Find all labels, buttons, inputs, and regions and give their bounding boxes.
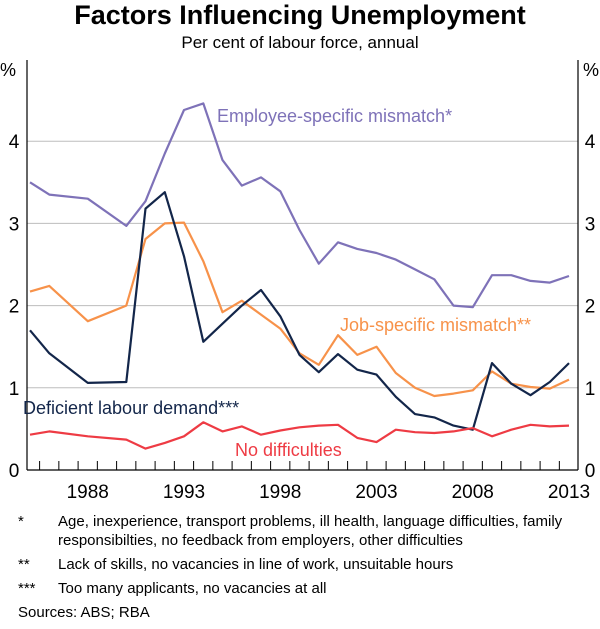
y-tick-label-right: 3 <box>585 214 596 235</box>
y-tick-label-right: 2 <box>585 297 596 318</box>
series-line-job-specific-mismatch <box>29 221 570 398</box>
y-tick-label-right: 4 <box>585 132 596 153</box>
chart-subtitle: Per cent of labour force, annual <box>181 33 419 52</box>
footnote-mark: ** <box>18 556 30 573</box>
series-label: Job-specific mismatch** <box>340 315 531 335</box>
y-tick-label-right: 0 <box>585 461 596 482</box>
y-tick-label-right: 1 <box>585 379 596 400</box>
series-line-no-difficulties <box>29 421 570 450</box>
y-tick-label-left: 3 <box>9 214 20 235</box>
x-tick-label: 1998 <box>259 482 301 503</box>
x-tick-label: 1993 <box>163 482 205 503</box>
footnote-text: Too many applicants, no vacancies at all <box>58 580 327 597</box>
x-tick-label: 2013 <box>548 482 590 503</box>
footnote: * Age, inexperience, transport problems, … <box>18 512 600 550</box>
line-chart: 0 0 1 1 2 2 3 3 4 4% % 1988 1993 1998 2003 2008 2013 Empl… <box>0 60 599 503</box>
y-tick-label-left: 1 <box>9 379 20 400</box>
chart-title: Factors Influencing Unemployment <box>74 0 526 30</box>
x-tick-label: 1988 <box>67 482 109 503</box>
footnote-mark: * <box>18 513 24 530</box>
x-tick-label: 2008 <box>452 482 494 503</box>
y-axis-unit-left: % <box>0 60 16 80</box>
y-tick-label-left: 2 <box>9 297 20 318</box>
series-label: No difficulties <box>235 440 342 460</box>
sources: Sources: ABS; RBA <box>18 604 150 621</box>
y-tick-label-left: 4 <box>9 132 20 153</box>
footnotes: * Age, inexperience, transport problems, … <box>18 512 600 622</box>
footnote-mark: *** <box>18 580 36 597</box>
series-label: Deficient labour demand*** <box>23 398 239 418</box>
footnote-text: Age, inexperience, transport problems, i… <box>58 513 563 549</box>
footnote: *** Too many applicants, no vacancies at … <box>18 579 600 598</box>
x-tick-label: 2003 <box>355 482 397 503</box>
series-line-deficient-labour-demand <box>29 191 570 431</box>
footnote-text: Lack of skills, no vacancies in line of … <box>58 556 454 573</box>
y-axis-unit-right: % <box>583 60 599 80</box>
series-label: Employee-specific mismatch* <box>217 106 452 126</box>
series-line-employee-specific-mismatch <box>29 102 570 309</box>
footnote: ** Lack of skills, no vacancies in line o… <box>18 555 600 574</box>
y-tick-label-left: 0 <box>9 461 20 482</box>
